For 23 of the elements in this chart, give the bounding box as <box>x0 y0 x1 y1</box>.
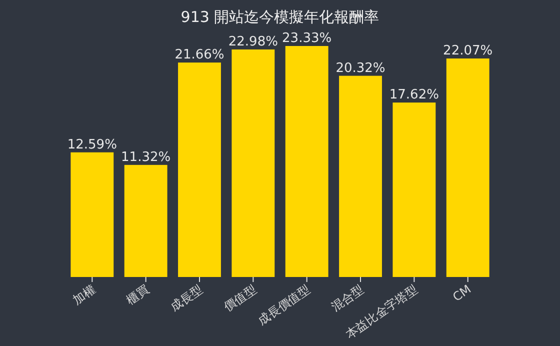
bar <box>70 152 114 277</box>
data-label: 22.98% <box>228 34 278 50</box>
chart-title: 913 開站迄今模擬年化報酬率 <box>180 8 380 26</box>
data-label: 21.66% <box>174 48 224 63</box>
x-tick-label: 成長型 <box>168 282 206 314</box>
x-tick-label: 櫃買 <box>124 282 152 308</box>
x-tick-label: 混合型 <box>328 282 366 314</box>
data-label: 17.62% <box>389 88 439 103</box>
data-label: 20.32% <box>336 60 386 76</box>
data-label: 23.33% <box>282 31 332 46</box>
x-tick-label: 加權 <box>70 282 98 308</box>
bar <box>285 46 328 277</box>
bar <box>339 76 382 277</box>
x-tick-label: CM <box>450 282 474 304</box>
bar <box>446 58 490 277</box>
bar <box>392 102 436 277</box>
bar <box>178 62 221 277</box>
data-label: 12.59% <box>67 137 117 152</box>
data-label: 22.07% <box>443 43 493 58</box>
bar <box>124 164 168 277</box>
bar <box>232 49 275 277</box>
x-tick-label: 價值型 <box>221 282 259 314</box>
data-label: 11.32% <box>121 150 171 165</box>
